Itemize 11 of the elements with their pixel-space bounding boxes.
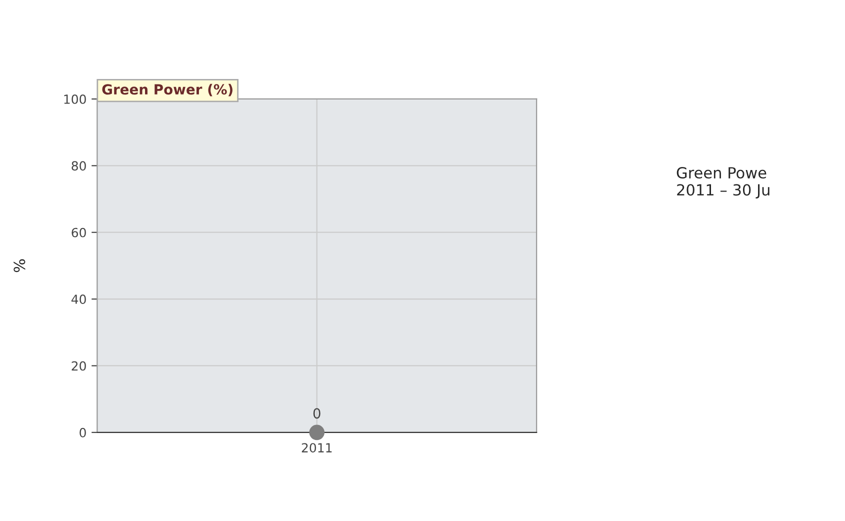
y-tick-label: 20 xyxy=(72,361,86,371)
y-tick-label: 60 xyxy=(72,228,86,238)
y-tick-label: 80 xyxy=(72,161,86,171)
y-tick-label: 0 xyxy=(80,428,86,438)
y-tick-label: 40 xyxy=(71,294,86,304)
text: Green Powe 2011 – 30 Ju xyxy=(676,166,770,198)
data-label: 0 xyxy=(313,408,320,419)
y-axis-title: % xyxy=(14,259,26,272)
chart-title: Green Power (%) xyxy=(102,84,232,96)
y-tick-label: 100 xyxy=(64,94,86,104)
x-tick-label: 2011 xyxy=(302,443,332,453)
